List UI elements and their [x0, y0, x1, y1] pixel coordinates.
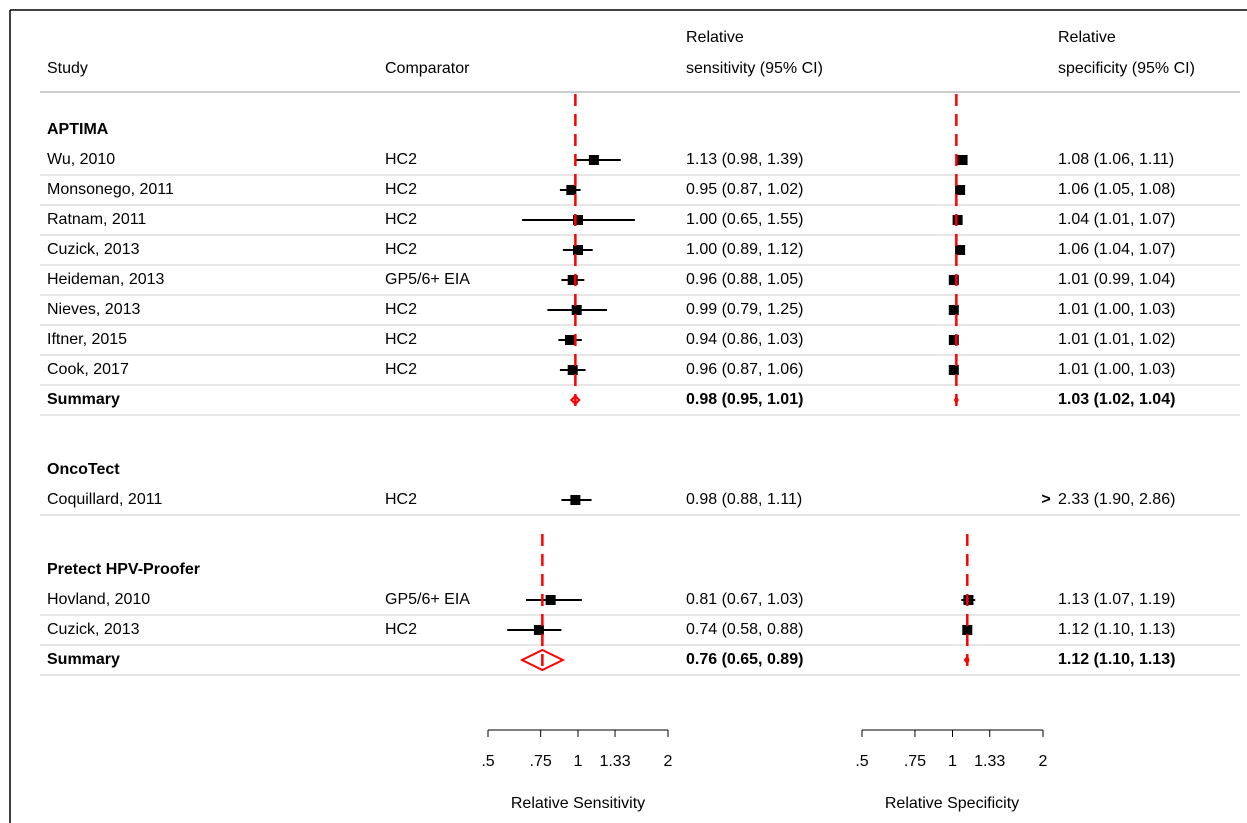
study-name: Cook, 2017 — [47, 361, 129, 378]
estimate-marker — [545, 595, 556, 605]
estimate-marker — [564, 335, 575, 345]
x-tick-label: 2 — [1039, 753, 1048, 770]
estimate-marker — [573, 245, 583, 255]
comparator: HC2 — [385, 621, 417, 638]
x-tick-label: 1.33 — [599, 753, 630, 770]
comparator: GP5/6+ EIA — [385, 271, 470, 288]
estimate-marker — [962, 625, 973, 635]
off-scale-arrow: > — [1041, 491, 1050, 508]
estimate-marker — [948, 335, 959, 345]
estimate-marker — [573, 215, 583, 225]
group-name: Pretect HPV-Proofer — [47, 561, 200, 578]
specificity-estimate: 1.08 (1.06, 1.11) — [1058, 151, 1174, 168]
header-specificity: Relative — [1058, 29, 1116, 46]
header-study: Study — [47, 60, 88, 77]
estimate-marker — [957, 155, 968, 165]
comparator: HC2 — [385, 361, 417, 378]
x-tick-label: 1.33 — [974, 753, 1005, 770]
study-name: Iftner, 2015 — [47, 331, 127, 348]
sensitivity-estimate: 0.96 (0.87, 1.06) — [686, 361, 803, 378]
comparator: HC2 — [385, 301, 417, 318]
comparator: HC2 — [385, 331, 417, 348]
estimate-marker — [948, 275, 959, 285]
estimate-marker — [566, 185, 577, 195]
estimate-marker — [570, 495, 581, 505]
x-tick-label: .5 — [855, 753, 868, 770]
header-sensitivity: sensitivity (95% CI) — [686, 60, 823, 77]
study-name: Hovland, 2010 — [47, 591, 150, 608]
x-tick-label: 2 — [664, 753, 673, 770]
header-specificity: specificity (95% CI) — [1058, 60, 1195, 77]
comparator: HC2 — [385, 151, 417, 168]
estimate-marker — [955, 185, 966, 195]
estimate-marker — [955, 245, 966, 255]
estimate-marker — [567, 275, 578, 285]
sensitivity-estimate: 1.13 (0.98, 1.39) — [686, 151, 803, 168]
summary-diamond — [569, 394, 581, 406]
study-name: Heideman, 2013 — [47, 271, 165, 288]
summary-diamond — [519, 648, 566, 672]
estimate-marker — [948, 365, 959, 375]
study-name: Ratnam, 2011 — [47, 211, 146, 228]
study-name: Coquillard, 2011 — [47, 491, 162, 508]
x-tick-label: .5 — [481, 753, 494, 770]
header-sensitivity: Relative — [686, 29, 744, 46]
study-name: Nieves, 2013 — [47, 301, 140, 318]
sensitivity-estimate: 0.99 (0.79, 1.25) — [686, 301, 803, 318]
study-name: Wu, 2010 — [47, 151, 115, 168]
specificity-estimate: 1.01 (1.01, 1.02) — [1058, 331, 1175, 348]
x-axis-title: Relative Specificity — [885, 795, 1019, 812]
estimate-marker — [567, 365, 578, 375]
x-axis-title: Relative Sensitivity — [511, 795, 645, 812]
estimate-marker — [571, 305, 582, 315]
estimate-marker — [588, 155, 599, 165]
sensitivity-estimate: 0.76 (0.65, 0.89) — [686, 651, 803, 668]
x-tick-label: 1 — [948, 753, 957, 770]
sensitivity-estimate: 0.94 (0.86, 1.03) — [686, 331, 803, 348]
specificity-estimate: 1.12 (1.10, 1.13) — [1058, 651, 1175, 668]
sensitivity-estimate: 0.98 (0.95, 1.01) — [686, 391, 803, 408]
sensitivity-estimate: 0.81 (0.67, 1.03) — [686, 591, 803, 608]
study-name: Cuzick, 2013 — [47, 241, 140, 258]
sensitivity-estimate: 0.98 (0.88, 1.11) — [686, 491, 802, 508]
specificity-estimate: 1.03 (1.02, 1.04) — [1058, 391, 1175, 408]
specificity-estimate: 1.01 (0.99, 1.04) — [1058, 271, 1175, 288]
comparator: HC2 — [385, 181, 417, 198]
sensitivity-estimate: 1.00 (0.65, 1.55) — [686, 211, 803, 228]
x-tick-label: .75 — [530, 753, 552, 770]
summary-label: Summary — [47, 391, 120, 408]
sensitivity-estimate: 1.00 (0.89, 1.12) — [686, 241, 803, 258]
study-name: Cuzick, 2013 — [47, 621, 140, 638]
x-tick-label: .75 — [904, 753, 926, 770]
specificity-estimate: 2.33 (1.90, 2.86) — [1058, 491, 1175, 508]
specificity-estimate: 1.06 (1.05, 1.08) — [1058, 181, 1175, 198]
study-name: Monsonego, 2011 — [47, 181, 174, 198]
sensitivity-estimate: 0.95 (0.87, 1.02) — [686, 181, 803, 198]
x-tick-label: 1 — [574, 753, 583, 770]
group-name: APTIMA — [47, 121, 109, 138]
specificity-estimate: 1.04 (1.01, 1.07) — [1058, 211, 1175, 228]
estimate-marker — [952, 215, 963, 225]
comparator: HC2 — [385, 241, 417, 258]
specificity-estimate: 1.01 (1.00, 1.03) — [1058, 301, 1175, 318]
group-name: OncoTect — [47, 461, 120, 478]
header-comparator: Comparator — [385, 60, 470, 77]
estimate-marker — [533, 625, 544, 635]
estimate-marker — [948, 305, 959, 315]
summary-label: Summary — [47, 651, 120, 668]
sensitivity-estimate: 0.96 (0.88, 1.05) — [686, 271, 803, 288]
specificity-estimate: 1.01 (1.00, 1.03) — [1058, 361, 1175, 378]
specificity-estimate: 1.12 (1.10, 1.13) — [1058, 621, 1175, 638]
sensitivity-estimate: 0.74 (0.58, 0.88) — [686, 621, 803, 638]
specificity-estimate: 1.13 (1.07, 1.19) — [1058, 591, 1175, 608]
comparator: HC2 — [385, 491, 417, 508]
comparator: GP5/6+ EIA — [385, 591, 470, 608]
comparator: HC2 — [385, 211, 417, 228]
specificity-estimate: 1.06 (1.04, 1.07) — [1058, 241, 1175, 258]
